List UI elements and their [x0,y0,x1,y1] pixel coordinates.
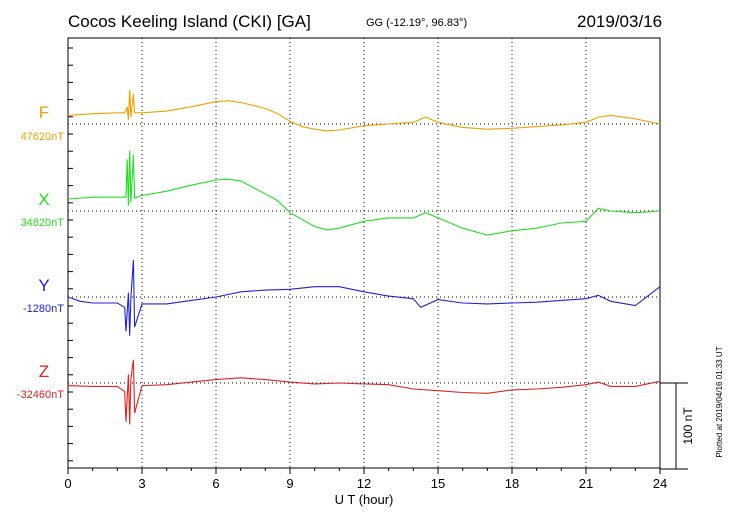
x-tick-label: 9 [286,476,293,491]
series-line-x [67,150,661,236]
x-tick-label: 3 [138,476,145,491]
station-coordinates: GG (-12.19°, 96.83°) [366,17,468,29]
station-title: Cocos Keeling Island (CKI) [GA] [68,12,311,31]
series-baseline-value-y: -1280nT [23,303,64,315]
x-tick-label: 15 [431,476,445,491]
x-tick-label: 6 [212,476,219,491]
series-label-f: F [39,103,49,122]
scale-bar-label: 100 nT [681,407,695,445]
x-tick-label: 0 [64,476,71,491]
series-baseline-value-z: -32460nT [17,389,64,401]
series-baseline-value-x: 34820nT [21,217,65,229]
x-tick-label: 21 [579,476,593,491]
series-line-z [67,359,661,425]
series-line-f [67,89,661,132]
x-axis-title: U T (hour) [335,492,394,507]
series-label-y: Y [38,276,49,295]
plotted-timestamp: Plotted at 2019/04/16 01:33 UT [715,346,724,457]
x-tick-label: 12 [357,476,371,491]
series-label-z: Z [39,362,49,381]
series-baseline-value-f: 47620nT [21,131,65,143]
series-label-x: X [38,190,49,209]
series-line-y [67,259,661,336]
x-tick-label: 24 [653,476,667,491]
chart-date: 2019/03/16 [577,12,663,31]
x-tick-label: 18 [505,476,519,491]
